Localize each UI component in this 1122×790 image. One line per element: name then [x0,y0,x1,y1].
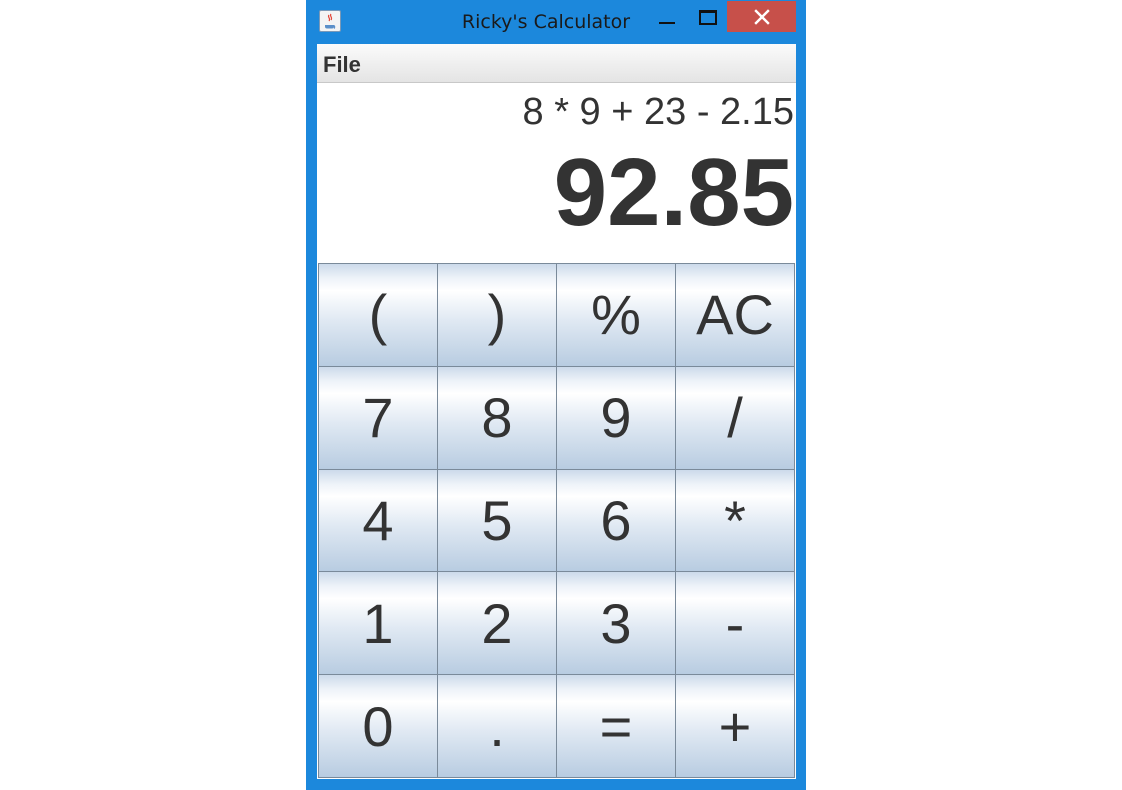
key-label: 9 [600,386,632,450]
client-area: File 8 * 9 + 23 - 2.15 92.85 ( ) % AC 7 … [317,44,796,779]
key-label: / [727,386,743,450]
key-label: 1 [362,591,394,655]
key-label: 3 [600,591,632,655]
maximize-button[interactable] [692,6,722,32]
java-coffee-cup-icon[interactable] [319,10,341,32]
key-label: 8 [481,386,513,450]
key-label: 6 [600,488,632,552]
key-label: 7 [362,386,394,450]
key-1[interactable]: 1 [319,572,437,675]
menu-bar: File [317,44,796,83]
key-equals[interactable]: = [557,675,675,777]
calculator-display: 8 * 9 + 23 - 2.15 92.85 [317,83,796,263]
close-button[interactable] [727,1,796,32]
key-label: 4 [362,488,394,552]
key-close-paren[interactable]: ) [438,264,556,366]
key-label: 0 [362,694,394,758]
key-label: ( [368,283,388,347]
key-3[interactable]: 3 [557,572,675,675]
key-label: * [724,488,746,552]
key-6[interactable]: 6 [557,469,675,572]
key-label: AC [696,283,774,347]
close-icon [753,8,770,25]
key-label: % [591,283,641,347]
key-add[interactable]: + [676,675,794,777]
key-label: - [725,591,745,655]
key-5[interactable]: 5 [438,469,556,572]
key-label: + [718,694,752,758]
file-menu[interactable]: File [323,52,361,77]
key-2[interactable]: 2 [438,572,556,675]
key-percent[interactable]: % [557,264,675,366]
key-label: 5 [481,488,513,552]
title-bar[interactable]: Ricky's Calculator [306,0,806,44]
key-label: = [599,694,633,758]
key-all-clear[interactable]: AC [676,264,794,366]
key-subtract[interactable]: - [676,572,794,675]
key-label: ) [487,283,507,347]
key-open-paren[interactable]: ( [319,264,437,366]
key-7[interactable]: 7 [319,366,437,469]
calculator-window: Ricky's Calculator File 8 * 9 + 23 - 2.1… [306,0,806,790]
key-0[interactable]: 0 [319,675,437,777]
expression-text: 8 * 9 + 23 - 2.15 [522,91,794,133]
result-text: 92.85 [553,139,794,246]
keypad: ( ) % AC 7 8 9 / 4 5 6 * 1 2 3 - 0 . = + [318,263,795,778]
key-label: . [489,694,505,758]
window-title: Ricky's Calculator [461,11,631,33]
minimize-button[interactable] [652,6,682,32]
key-multiply[interactable]: * [676,469,794,572]
key-decimal[interactable]: . [438,675,556,777]
key-divide[interactable]: / [676,366,794,469]
key-4[interactable]: 4 [319,469,437,572]
key-label: 2 [481,591,513,655]
key-8[interactable]: 8 [438,366,556,469]
key-9[interactable]: 9 [557,366,675,469]
